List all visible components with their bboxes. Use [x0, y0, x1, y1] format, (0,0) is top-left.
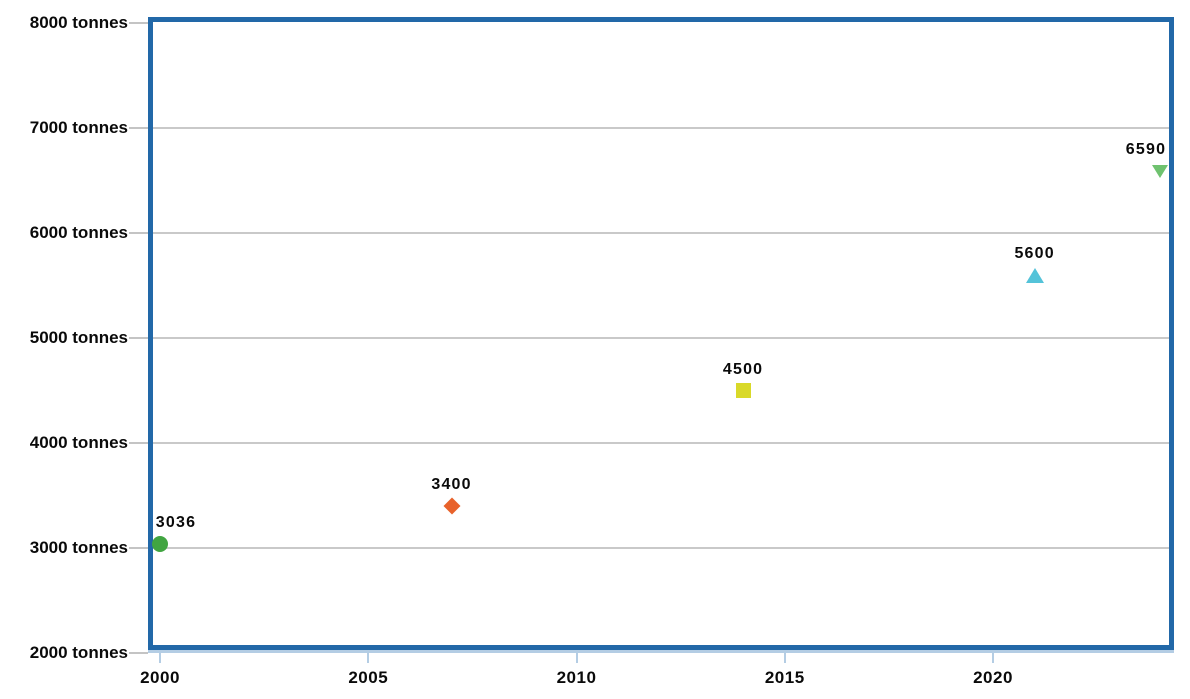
x-axis-label: 2010	[556, 668, 597, 687]
x-axis-tick	[575, 650, 578, 663]
x-axis-label: 2020	[973, 668, 1013, 687]
x-axis-label: 2015	[764, 668, 805, 687]
data-point-label: 3400	[431, 476, 472, 493]
data-point-label: 5600	[1014, 245, 1055, 262]
x-axis-tick	[367, 650, 370, 663]
gridline	[153, 442, 1169, 444]
y-axis-label: 7000 tonnes	[29, 118, 128, 137]
gridline	[153, 337, 1169, 339]
y-axis-tick	[129, 547, 148, 549]
gridline	[153, 127, 1169, 129]
data-point-marker[interactable]	[735, 383, 751, 398]
y-axis-label: 6000 tonnes	[29, 223, 128, 242]
gridline	[153, 232, 1169, 234]
x-axis-tick	[992, 650, 994, 663]
plot-area	[148, 17, 1174, 650]
y-axis-label: 4000 tonnes	[29, 433, 128, 452]
data-point-label: 4500	[722, 360, 764, 378]
y-axis-tick	[129, 22, 148, 24]
x-axis-label: 2000	[140, 668, 180, 687]
y-axis-label: 2000 tonnes	[29, 643, 128, 662]
gridline	[153, 547, 1169, 549]
y-axis-tick	[129, 337, 148, 339]
y-axis-tick	[129, 442, 148, 444]
data-point-marker[interactable]	[152, 536, 168, 553]
y-axis-tick	[129, 652, 148, 654]
x-axis-tick	[159, 650, 161, 663]
y-axis-label: 8000 tonnes	[29, 13, 128, 32]
data-point-label: 6590	[1125, 141, 1167, 159]
x-axis-line	[148, 650, 1174, 653]
data-point-marker[interactable]	[1151, 164, 1168, 178]
x-axis-label: 2005	[348, 668, 389, 687]
x-axis-tick	[783, 650, 786, 663]
data-point-marker[interactable]	[1025, 267, 1044, 283]
data-point-label: 3036	[155, 514, 197, 532]
y-axis-label: 3000 tonnes	[29, 538, 128, 557]
y-axis-label: 5000 tonnes	[29, 328, 128, 347]
y-axis-tick	[129, 232, 148, 234]
y-axis-tick	[129, 127, 148, 129]
